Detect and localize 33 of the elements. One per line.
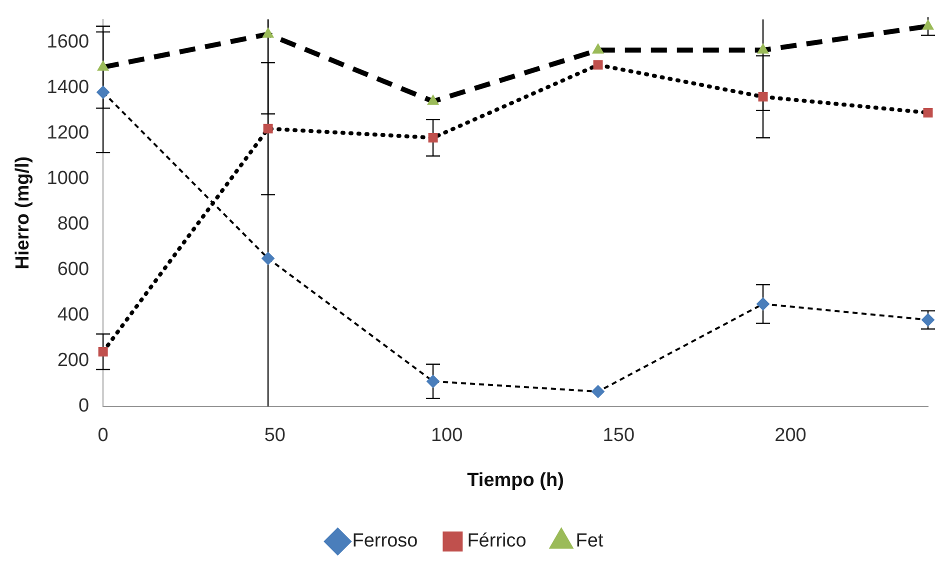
point [426,374,440,388]
x-tick-label: 50 [264,425,286,446]
legend-label: Fet [576,530,604,552]
point [263,124,273,134]
point [592,385,605,398]
point [262,252,275,265]
legend-label: Férrico [467,530,526,552]
y-tick-label: 1600 [46,31,90,52]
y-tick-label: 600 [57,259,90,280]
y-tick-label: 800 [57,214,90,235]
y-tick-label: 400 [57,304,90,326]
x-tick-label: 0 [98,425,108,446]
y-axis-title: Hierro (mg/l) [12,156,34,270]
point [922,20,934,30]
point [756,297,770,310]
point [758,92,768,102]
y-tick-label: 200 [57,350,90,372]
legend-label: Ferroso [352,530,418,552]
point [757,44,769,54]
x-tick-label: 100 [430,425,463,446]
y-tick-label: 1200 [46,122,90,144]
x-tick-label: 150 [602,425,634,446]
point [592,44,604,54]
x-axis-title: Tiempo (h) [467,470,564,491]
y-tick-label: 0 [78,396,90,417]
point [593,60,603,70]
y-tick-label: 1000 [46,168,90,189]
point [428,133,438,143]
point [427,94,439,105]
point [262,28,274,38]
point [923,108,933,118]
y-tick-label: 1400 [46,76,90,98]
x-tick-label: 200 [774,425,806,446]
